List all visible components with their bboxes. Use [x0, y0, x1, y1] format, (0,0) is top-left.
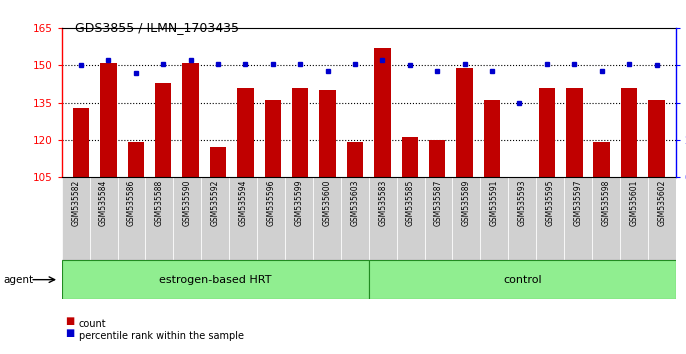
Text: GSM535600: GSM535600: [322, 179, 331, 226]
Bar: [369, 260, 676, 299]
Text: GSM535582: GSM535582: [71, 179, 80, 226]
Bar: [347, 142, 364, 177]
Text: GSM535593: GSM535593: [518, 179, 527, 226]
Bar: [401, 137, 418, 177]
Text: GSM535586: GSM535586: [127, 179, 136, 226]
Text: GSM535596: GSM535596: [267, 179, 276, 226]
Text: ■: ■: [65, 316, 74, 326]
Bar: [648, 100, 665, 177]
Bar: [73, 108, 89, 177]
Bar: [285, 177, 313, 260]
Bar: [369, 177, 397, 260]
Bar: [90, 177, 117, 260]
Text: GSM535595: GSM535595: [545, 179, 554, 226]
Bar: [397, 177, 425, 260]
Bar: [145, 177, 174, 260]
Bar: [128, 142, 144, 177]
Bar: [480, 177, 508, 260]
Bar: [237, 88, 254, 177]
Bar: [320, 90, 336, 177]
Bar: [566, 88, 582, 177]
Bar: [117, 177, 145, 260]
Bar: [257, 177, 285, 260]
Bar: [592, 177, 620, 260]
Bar: [453, 177, 480, 260]
Bar: [62, 260, 369, 299]
Bar: [508, 177, 536, 260]
Bar: [174, 177, 201, 260]
Bar: [425, 177, 453, 260]
Bar: [62, 177, 90, 260]
Text: GSM535597: GSM535597: [573, 179, 582, 226]
Bar: [313, 177, 341, 260]
Bar: [621, 88, 637, 177]
Bar: [182, 63, 199, 177]
Bar: [593, 142, 610, 177]
Text: GSM535590: GSM535590: [183, 179, 192, 226]
Bar: [539, 88, 555, 177]
Text: GSM535592: GSM535592: [211, 179, 220, 226]
Text: control: control: [503, 275, 541, 285]
Bar: [620, 177, 648, 260]
Bar: [456, 68, 473, 177]
Bar: [100, 63, 117, 177]
Text: GSM535594: GSM535594: [239, 179, 248, 226]
Bar: [229, 177, 257, 260]
Bar: [429, 140, 445, 177]
Text: GSM535589: GSM535589: [462, 179, 471, 226]
Text: agent: agent: [3, 275, 34, 285]
Bar: [484, 100, 500, 177]
Text: percentile rank within the sample: percentile rank within the sample: [79, 331, 244, 341]
Bar: [210, 147, 226, 177]
Bar: [292, 88, 309, 177]
Text: GSM535603: GSM535603: [351, 179, 359, 226]
Text: GSM535587: GSM535587: [434, 179, 443, 226]
Bar: [341, 177, 368, 260]
Text: GSM535591: GSM535591: [490, 179, 499, 226]
Text: ■: ■: [65, 328, 74, 338]
Bar: [536, 177, 564, 260]
Text: GSM535583: GSM535583: [378, 179, 387, 226]
Text: GSM535598: GSM535598: [602, 179, 611, 226]
Text: GSM535584: GSM535584: [99, 179, 108, 226]
Text: GDS3855 / ILMN_1703435: GDS3855 / ILMN_1703435: [75, 21, 239, 34]
Text: GSM535588: GSM535588: [155, 179, 164, 226]
Text: GSM535599: GSM535599: [294, 179, 303, 226]
Bar: [155, 83, 172, 177]
Bar: [564, 177, 592, 260]
Text: estrogen-based HRT: estrogen-based HRT: [159, 275, 272, 285]
Text: GSM535585: GSM535585: [406, 179, 415, 226]
Bar: [201, 177, 229, 260]
Text: GSM535601: GSM535601: [629, 179, 639, 226]
Bar: [648, 177, 676, 260]
Bar: [265, 100, 281, 177]
Bar: [374, 48, 390, 177]
Text: count: count: [79, 319, 106, 329]
Text: GSM535602: GSM535602: [657, 179, 666, 226]
